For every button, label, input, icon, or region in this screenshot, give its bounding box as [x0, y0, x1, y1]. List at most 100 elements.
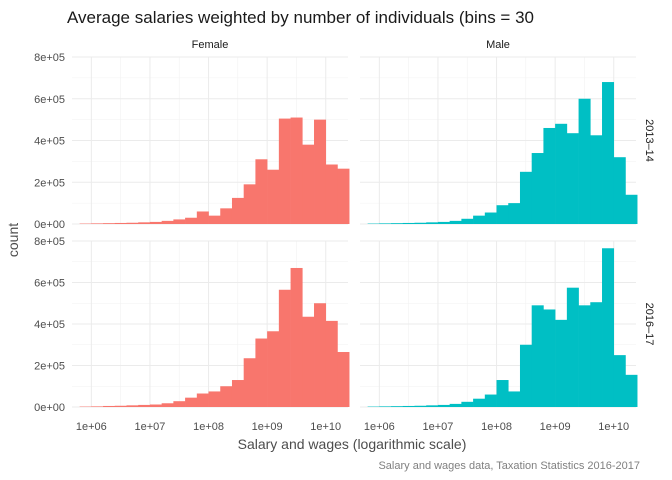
histogram-bar: [449, 403, 462, 407]
histogram-bar: [278, 289, 291, 407]
y-tick-label: 0e+00: [34, 402, 65, 414]
histogram-bar: [126, 222, 139, 224]
histogram-bar: [613, 355, 626, 407]
histogram-bar: [325, 320, 338, 407]
facet-label-row: 2016–17: [643, 303, 655, 346]
histogram-bar: [566, 287, 579, 407]
histogram-bar: [220, 386, 233, 407]
histogram-bar: [149, 221, 162, 224]
histogram-bar: [590, 302, 603, 407]
histogram-bar: [91, 406, 104, 407]
histogram-bar: [449, 220, 462, 224]
histogram-bar: [414, 222, 427, 224]
histogram-bar: [496, 380, 509, 407]
histogram-bar: [231, 197, 244, 224]
histogram-bar: [531, 153, 544, 224]
y-tick-label: 6e+05: [34, 94, 65, 106]
histogram-bar: [161, 220, 174, 224]
histogram-bar: [461, 218, 474, 224]
histogram-bar: [255, 338, 268, 407]
histogram-bar: [149, 404, 162, 407]
x-tick-label: 1e+07: [134, 421, 165, 433]
histogram-bar: [208, 215, 221, 224]
facet-label-row: 2013–14: [643, 119, 655, 162]
histogram-bar: [208, 391, 221, 407]
histogram-bar: [243, 358, 256, 407]
histogram-bar: [278, 118, 291, 224]
facet-label-male: Male: [486, 39, 510, 51]
histogram-bar: [402, 222, 415, 224]
x-tick-label: 1e+10: [310, 421, 341, 433]
x-tick-label: 1e+06: [364, 421, 395, 433]
histogram-bar: [566, 133, 579, 224]
histogram-bar: [426, 222, 439, 224]
histogram-bar: [314, 119, 327, 224]
histogram-bar: [185, 217, 198, 224]
histogram-bar: [379, 223, 392, 224]
histogram-bar: [314, 303, 327, 407]
histogram-bar: [578, 305, 591, 407]
histogram-bar: [302, 144, 315, 224]
histogram-bar: [602, 82, 615, 224]
histogram-bar: [290, 267, 303, 407]
histogram-bar: [484, 212, 497, 224]
y-axis-title: count: [5, 223, 21, 257]
histogram-bar: [555, 123, 568, 224]
histogram-bar: [555, 319, 568, 407]
histogram-bar: [437, 221, 450, 224]
histogram-bar: [602, 248, 615, 407]
y-tick-label: 8e+05: [34, 236, 65, 248]
histogram-bar: [267, 169, 280, 224]
histogram-bar: [243, 184, 256, 224]
histogram-bar: [473, 215, 486, 224]
histogram-bar: [543, 127, 556, 224]
y-tick-label: 8e+05: [34, 52, 65, 64]
histogram-bar: [473, 398, 486, 407]
histogram-bar: [625, 374, 638, 407]
histogram-bar: [185, 397, 198, 407]
histogram-bar: [138, 404, 151, 407]
histogram-bar: [255, 159, 268, 224]
y-tick-label: 4e+05: [34, 136, 65, 148]
bar-layer: [79, 82, 638, 407]
x-tick-label: 1e+08: [193, 421, 224, 433]
histogram-bar: [402, 405, 415, 407]
histogram-bar: [325, 164, 338, 224]
x-tick-label: 1e+06: [76, 421, 107, 433]
histogram-bar: [508, 391, 521, 407]
histogram-bar: [161, 403, 174, 407]
histogram-bar: [414, 405, 427, 407]
y-tick-label: 2e+05: [34, 177, 65, 189]
y-tick-label: 0e+00: [34, 219, 65, 231]
histogram-bar: [484, 394, 497, 407]
histogram-bar: [508, 203, 521, 224]
histogram-bar: [114, 405, 127, 407]
histogram-bar: [543, 309, 556, 407]
x-tick-label: 1e+09: [540, 421, 571, 433]
histogram-bar: [578, 98, 591, 224]
y-tick-label: 6e+05: [34, 278, 65, 290]
histogram-bar: [91, 223, 104, 224]
histogram-bar: [103, 223, 116, 224]
histogram-bar: [173, 401, 186, 407]
y-tick-label: 2e+05: [34, 361, 65, 373]
chart-caption: Salary and wages data, Taxation Statisti…: [378, 460, 640, 472]
x-tick-label: 1e+07: [422, 421, 453, 433]
histogram-bar: [613, 157, 626, 224]
x-tick-label: 1e+09: [252, 421, 283, 433]
histogram-bar: [531, 305, 544, 407]
x-tick-label: 1e+10: [598, 421, 629, 433]
histogram-bar: [302, 316, 315, 407]
histogram-bar: [103, 405, 116, 407]
histogram-bar: [461, 401, 474, 407]
histogram-bar: [231, 380, 244, 407]
histogram-bar: [496, 205, 509, 224]
histogram-bar: [391, 223, 404, 224]
histogram-bar: [196, 211, 209, 224]
histogram-bar: [114, 222, 127, 224]
chart-title: Average salaries weighted by number of i…: [67, 8, 534, 27]
histogram-bar: [126, 405, 139, 407]
label-layer: Female Male 2013–14 2016–17 0e+00 2e+05 4e+05 6…: [34, 39, 655, 433]
histogram-bar: [290, 117, 303, 224]
